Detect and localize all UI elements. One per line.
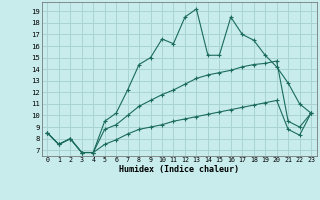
X-axis label: Humidex (Indice chaleur): Humidex (Indice chaleur) — [119, 165, 239, 174]
